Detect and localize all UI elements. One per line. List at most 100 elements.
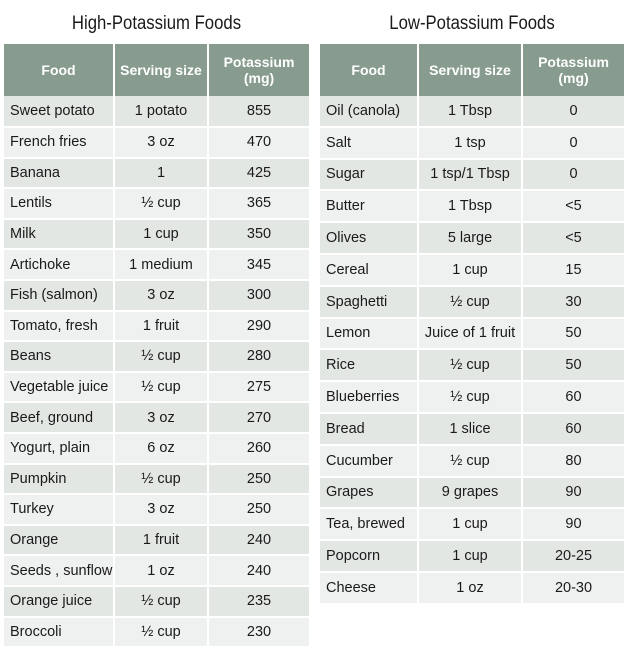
food-cell: Seeds , sunflower xyxy=(4,555,115,587)
table-row: Grapes 9 grapes 90 xyxy=(320,476,624,510)
potassium-cell: 300 xyxy=(208,279,309,312)
potassium-cell: 470 xyxy=(208,127,309,159)
potassium-cell: 90 xyxy=(522,476,624,510)
serving-cell: 3 oz xyxy=(114,279,209,312)
table-row: Milk 1 cup 350 xyxy=(4,218,309,251)
serving-cell: ½ cup xyxy=(418,381,523,414)
food-cell: Orange juice xyxy=(4,585,115,618)
serving-cell: 1 oz xyxy=(418,571,523,605)
food-cell: French fries xyxy=(4,127,115,159)
table-row: Bread 1 slice 60 xyxy=(320,412,624,446)
food-cell: Olives xyxy=(320,222,419,255)
serving-cell: 1 medium xyxy=(114,249,209,281)
serving-cell: ½ cup xyxy=(418,349,523,383)
serving-cell: 3 oz xyxy=(114,127,209,159)
serving-cell: ½ cup xyxy=(114,371,209,404)
serving-cell: 1 fruit xyxy=(114,310,209,343)
potassium-cell: 240 xyxy=(208,555,309,587)
high-potassium-table: Food Serving size Potassium (mg) Sweet p… xyxy=(4,44,309,649)
potassium-cell: 50 xyxy=(522,317,624,351)
table-row: Spaghetti ½ cup 30 xyxy=(320,285,624,319)
table-row: Artichoke 1 medium 345 xyxy=(4,249,309,281)
potassium-cell: 350 xyxy=(208,218,309,251)
potassium-cell: 345 xyxy=(208,249,309,281)
serving-cell: 1 tsp xyxy=(418,126,523,160)
low-potassium-panel: Low-Potassium Foods Food Serving size Po… xyxy=(320,0,624,605)
serving-cell: 3 oz xyxy=(114,402,209,434)
potassium-cell: 235 xyxy=(208,585,309,618)
potassium-cell: 15 xyxy=(522,253,624,287)
potassium-cell: 290 xyxy=(208,310,309,343)
potassium-cell: 230 xyxy=(208,616,309,649)
column-header-potassium: Potassium (mg) xyxy=(208,44,309,96)
table-row: Beef, ground 3 oz 270 xyxy=(4,402,309,434)
food-cell: Popcorn xyxy=(320,540,419,573)
potassium-cell: 0 xyxy=(522,126,624,160)
potassium-cell: <5 xyxy=(522,222,624,255)
table-row: Lentils ½ cup 365 xyxy=(4,188,309,220)
food-cell: Beans xyxy=(4,341,115,373)
table-row: Turkey 3 oz 250 xyxy=(4,494,309,526)
food-cell: Rice xyxy=(320,349,419,383)
potassium-cell: 250 xyxy=(208,463,309,496)
serving-cell: ½ cup xyxy=(114,188,209,220)
table-row: Yogurt, plain 6 oz 260 xyxy=(4,432,309,465)
column-header-potassium: Potassium (mg) xyxy=(522,44,624,96)
table-row: Orange juice ½ cup 235 xyxy=(4,585,309,618)
potassium-cell: 275 xyxy=(208,371,309,404)
serving-cell: 1 cup xyxy=(418,540,523,573)
serving-cell: 1 Tbsp xyxy=(418,190,523,224)
potassium-cell: 90 xyxy=(522,508,624,542)
food-cell: Cereal xyxy=(320,253,419,287)
potassium-cell: 50 xyxy=(522,349,624,383)
food-cell: Milk xyxy=(4,218,115,251)
table-row: Orange 1 fruit 240 xyxy=(4,524,309,557)
food-cell: Lemon xyxy=(320,317,419,351)
serving-cell: 1 Tbsp xyxy=(418,96,523,128)
table-header-row: Food Serving size Potassium (mg) xyxy=(4,44,309,96)
food-cell: Beef, ground xyxy=(4,402,115,434)
table-row: Butter 1 Tbsp <5 xyxy=(320,190,624,224)
serving-cell: ½ cup xyxy=(114,585,209,618)
table-row: Vegetable juice ½ cup 275 xyxy=(4,371,309,404)
food-cell: Fish (salmon) xyxy=(4,279,115,312)
potassium-cell: 855 xyxy=(208,96,309,128)
food-cell: Cucumber xyxy=(320,444,419,478)
table-row: Fish (salmon) 3 oz 300 xyxy=(4,279,309,312)
table-row: Cucumber ½ cup 80 xyxy=(320,444,624,478)
food-cell: Broccoli xyxy=(4,616,115,649)
serving-cell: 1 potato xyxy=(114,96,209,128)
food-cell: Spaghetti xyxy=(320,285,419,319)
serving-cell: 9 grapes xyxy=(418,476,523,510)
table-row: Pumpkin ½ cup 250 xyxy=(4,463,309,496)
high-potassium-title: High-Potassium Foods xyxy=(71,13,242,34)
table-header-row: Food Serving size Potassium (mg) xyxy=(320,44,624,96)
table-row: Broccoli ½ cup 230 xyxy=(4,616,309,649)
table-row: Sweet potato 1 potato 855 xyxy=(4,96,309,128)
food-cell: Pumpkin xyxy=(4,463,115,496)
table-row: Banana 1 425 xyxy=(4,157,309,190)
potassium-cell: 425 xyxy=(208,157,309,190)
table-row: French fries 3 oz 470 xyxy=(4,127,309,159)
food-cell: Cheese xyxy=(320,571,419,605)
serving-cell: 6 oz xyxy=(114,432,209,465)
high-potassium-panel: High-Potassium Foods Food Serving size P… xyxy=(4,0,309,649)
potassium-cell: 260 xyxy=(208,432,309,465)
food-cell: Grapes xyxy=(320,476,419,510)
potassium-cell: 30 xyxy=(522,285,624,319)
food-cell: Salt xyxy=(320,126,419,160)
table-row: Cheese 1 oz 20-30 xyxy=(320,571,624,605)
serving-cell: 1 xyxy=(114,157,209,190)
potassium-cell: 270 xyxy=(208,402,309,434)
food-cell: Orange xyxy=(4,524,115,557)
serving-cell: 1 cup xyxy=(418,508,523,542)
potassium-cell: 80 xyxy=(522,444,624,478)
table-row: Rice ½ cup 50 xyxy=(320,349,624,383)
serving-cell: 5 large xyxy=(418,222,523,255)
table-row: Popcorn 1 cup 20-25 xyxy=(320,540,624,573)
potassium-cell: <5 xyxy=(522,190,624,224)
potassium-cell: 60 xyxy=(522,381,624,414)
potassium-cell: 0 xyxy=(522,96,624,128)
food-cell: Yogurt, plain xyxy=(4,432,115,465)
serving-cell: 1 fruit xyxy=(114,524,209,557)
